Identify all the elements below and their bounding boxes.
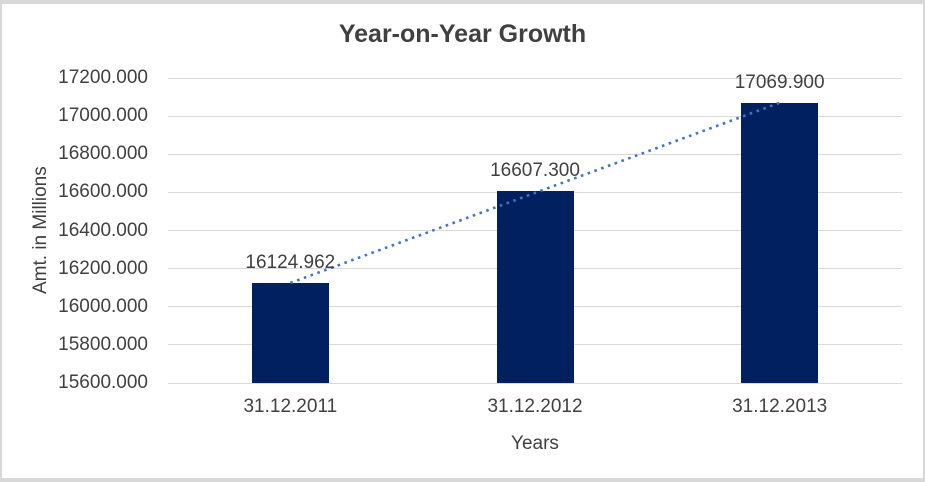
y-tick-label: 16800.000 bbox=[58, 143, 148, 165]
bar-31.12.2013 bbox=[741, 102, 819, 383]
bar-data-label: 16607.300 bbox=[490, 159, 580, 181]
gridline bbox=[168, 153, 902, 155]
bar-data-label: 16124.962 bbox=[245, 251, 336, 273]
gridline bbox=[168, 77, 902, 79]
y-tick-label: 17200.000 bbox=[58, 67, 148, 88]
y-tick-label: 16200.000 bbox=[58, 257, 148, 279]
x-tick-label: 31.12.2011 bbox=[243, 396, 338, 417]
gridline bbox=[168, 382, 902, 384]
x-tick-label: 31.12.2012 bbox=[487, 396, 583, 417]
plot-area: 16124.962 16607.300 17069.900 bbox=[168, 72, 902, 384]
bar-data-label: 17069.900 bbox=[734, 71, 825, 93]
gridline bbox=[168, 115, 902, 117]
y-tick-label: 16400.000 bbox=[58, 219, 148, 241]
trendline bbox=[289, 101, 781, 285]
x-axis-title: Years bbox=[511, 433, 559, 454]
y-tick-label: 17000.000 bbox=[58, 105, 148, 127]
y-tick-label: 15800.000 bbox=[58, 333, 148, 355]
y-tick-label: 16600.000 bbox=[58, 181, 148, 203]
bar-31.12.2011 bbox=[251, 282, 329, 383]
bar-31.12.2012 bbox=[496, 190, 574, 383]
x-tick-label: 31.12.2013 bbox=[732, 396, 828, 417]
y-tick-label: 16000.000 bbox=[58, 295, 148, 317]
chart-title: Year-on-Year Growth bbox=[338, 20, 587, 48]
y-tick-label: 15600.000 bbox=[58, 372, 148, 393]
